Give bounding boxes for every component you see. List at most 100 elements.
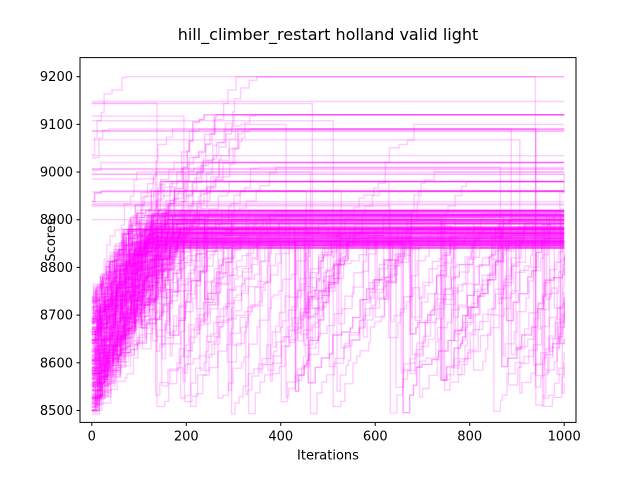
series-line [91, 235, 565, 388]
series-line [91, 114, 565, 311]
series-line [91, 228, 565, 320]
series-line [91, 246, 565, 359]
series-line [91, 210, 565, 376]
series-line [91, 231, 565, 372]
series-line [91, 215, 565, 386]
y-tick-label: 8500 [40, 404, 73, 419]
x-tick-label: 1000 [548, 429, 581, 444]
x-tick-label: 800 [457, 429, 482, 444]
series-line [91, 211, 565, 369]
series-line [91, 219, 565, 372]
series-line [91, 102, 565, 408]
y-tick-label: 8800 [40, 261, 73, 276]
series-line [91, 241, 565, 357]
series-line [91, 238, 565, 353]
series-line [91, 242, 565, 403]
series-line [91, 219, 565, 399]
series-line [91, 229, 565, 392]
series-line [91, 209, 565, 383]
series-line [91, 218, 565, 382]
series-line [91, 240, 565, 320]
series-line [91, 227, 565, 403]
series-line [91, 229, 565, 368]
series-line [91, 219, 565, 325]
series-line [91, 239, 565, 355]
series-line [91, 238, 565, 375]
series-line [91, 236, 565, 415]
series-line [91, 228, 565, 357]
series-line [91, 241, 565, 414]
series-line [91, 220, 565, 403]
x-axis-label: Iterations [297, 448, 359, 463]
series-line [91, 210, 565, 321]
series-line [91, 190, 565, 323]
series-line [91, 228, 565, 371]
series-line [91, 180, 565, 368]
series-line [91, 239, 565, 411]
series-line [91, 222, 565, 405]
series-line [91, 232, 565, 330]
series-line [91, 230, 565, 365]
series-line [91, 216, 565, 331]
series-line [91, 216, 565, 361]
series-line [91, 230, 565, 344]
series-line [91, 228, 565, 394]
series-line [91, 228, 565, 396]
series-line [91, 226, 565, 400]
series-line [91, 139, 565, 394]
series-line [91, 226, 565, 411]
series-line [91, 228, 565, 323]
series-line [91, 233, 565, 398]
series-line [91, 244, 565, 326]
series-line [91, 247, 565, 391]
series-line [91, 128, 565, 406]
series-line [91, 237, 565, 408]
series-line [91, 244, 565, 376]
series-line [91, 232, 565, 404]
series-line [91, 218, 565, 382]
series-line [91, 180, 565, 330]
series-line [91, 215, 565, 381]
series-line [91, 180, 565, 325]
series-line [91, 76, 565, 388]
series-line [91, 213, 565, 399]
series-line [91, 241, 565, 411]
series-line [91, 241, 565, 322]
series-line [91, 246, 565, 402]
series-line [91, 232, 565, 369]
series-line [91, 213, 565, 386]
series-line [91, 240, 565, 372]
series-line [91, 213, 565, 386]
series-line [91, 228, 565, 340]
series-line [91, 128, 565, 384]
series-line [91, 190, 565, 379]
series-line [91, 161, 565, 172]
series-line [91, 214, 565, 365]
series-line [91, 240, 565, 408]
series-line [91, 171, 565, 415]
series-line [91, 161, 565, 399]
series-line [91, 228, 565, 375]
series-line [91, 128, 565, 376]
series-line [91, 238, 565, 363]
series-line [91, 180, 565, 380]
x-tick-label: 600 [363, 429, 388, 444]
series-line [91, 209, 565, 315]
chart-title: hill_climber_restart holland valid light [178, 25, 479, 45]
series-line [91, 114, 565, 332]
series-line [91, 220, 565, 391]
series-line [91, 214, 565, 322]
series-line [91, 219, 565, 399]
series-line [91, 180, 565, 342]
series-line [91, 240, 565, 401]
y-tick-label: 9000 [40, 166, 73, 181]
series-line [91, 231, 565, 388]
series-line [91, 222, 565, 307]
series-line [91, 231, 565, 372]
series-line [91, 244, 565, 309]
series-line [91, 221, 565, 384]
series-line [91, 228, 565, 298]
series-line [91, 114, 565, 375]
series-line [91, 233, 565, 302]
series-line [91, 241, 565, 374]
